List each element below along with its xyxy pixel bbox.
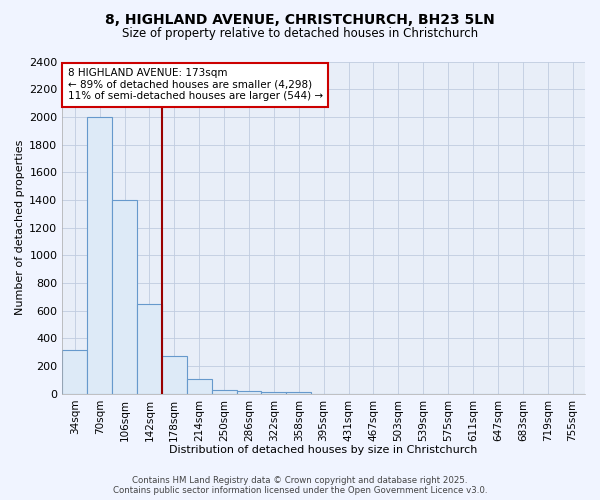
Bar — [187, 378, 212, 394]
Text: 8, HIGHLAND AVENUE, CHRISTCHURCH, BH23 5LN: 8, HIGHLAND AVENUE, CHRISTCHURCH, BH23 5… — [105, 12, 495, 26]
Bar — [112, 200, 137, 394]
Text: Contains HM Land Registry data © Crown copyright and database right 2025.
Contai: Contains HM Land Registry data © Crown c… — [113, 476, 487, 495]
Bar — [137, 304, 162, 394]
Bar — [236, 391, 262, 394]
Text: 8 HIGHLAND AVENUE: 173sqm
← 89% of detached houses are smaller (4,298)
11% of se: 8 HIGHLAND AVENUE: 173sqm ← 89% of detac… — [68, 68, 323, 102]
Bar — [286, 392, 311, 394]
Bar — [262, 392, 286, 394]
Bar — [62, 350, 87, 394]
Bar — [212, 390, 236, 394]
Bar — [87, 117, 112, 394]
X-axis label: Distribution of detached houses by size in Christchurch: Distribution of detached houses by size … — [169, 445, 478, 455]
Y-axis label: Number of detached properties: Number of detached properties — [15, 140, 25, 316]
Bar — [162, 356, 187, 394]
Text: Size of property relative to detached houses in Christchurch: Size of property relative to detached ho… — [122, 28, 478, 40]
